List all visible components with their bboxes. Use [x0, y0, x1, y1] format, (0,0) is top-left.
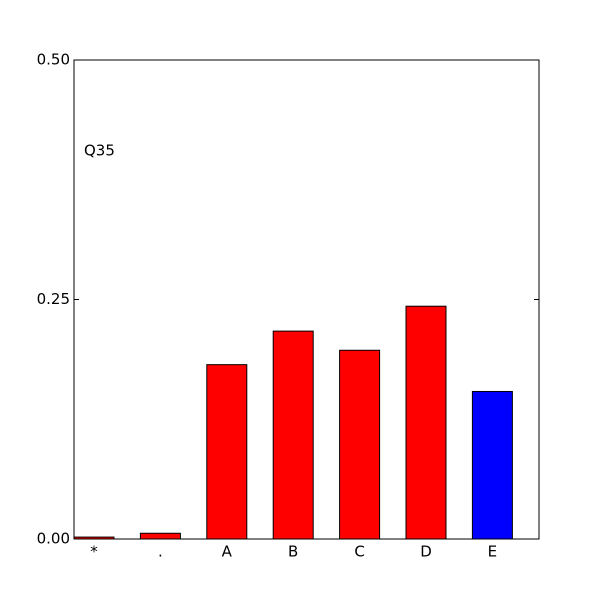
bar	[471, 390, 513, 540]
y-tick-label: 0.50	[37, 51, 70, 69]
plot-frame	[73, 59, 540, 540]
bar	[272, 330, 314, 540]
x-tick-label: *	[90, 543, 98, 561]
x-tick-label: C	[354, 543, 364, 561]
bar	[139, 532, 181, 540]
x-tick-label: A	[222, 543, 233, 561]
bar	[405, 305, 447, 540]
bar	[339, 349, 381, 540]
x-tick-label: D	[420, 543, 432, 561]
x-tick-label: .	[158, 543, 163, 561]
annotation: Q35	[84, 142, 115, 160]
bar	[206, 364, 248, 540]
y-tick-label: 0.00	[37, 530, 70, 548]
x-tick-label: E	[488, 543, 497, 561]
x-tick-label: B	[288, 543, 298, 561]
y-tick-label: 0.25	[37, 290, 70, 308]
